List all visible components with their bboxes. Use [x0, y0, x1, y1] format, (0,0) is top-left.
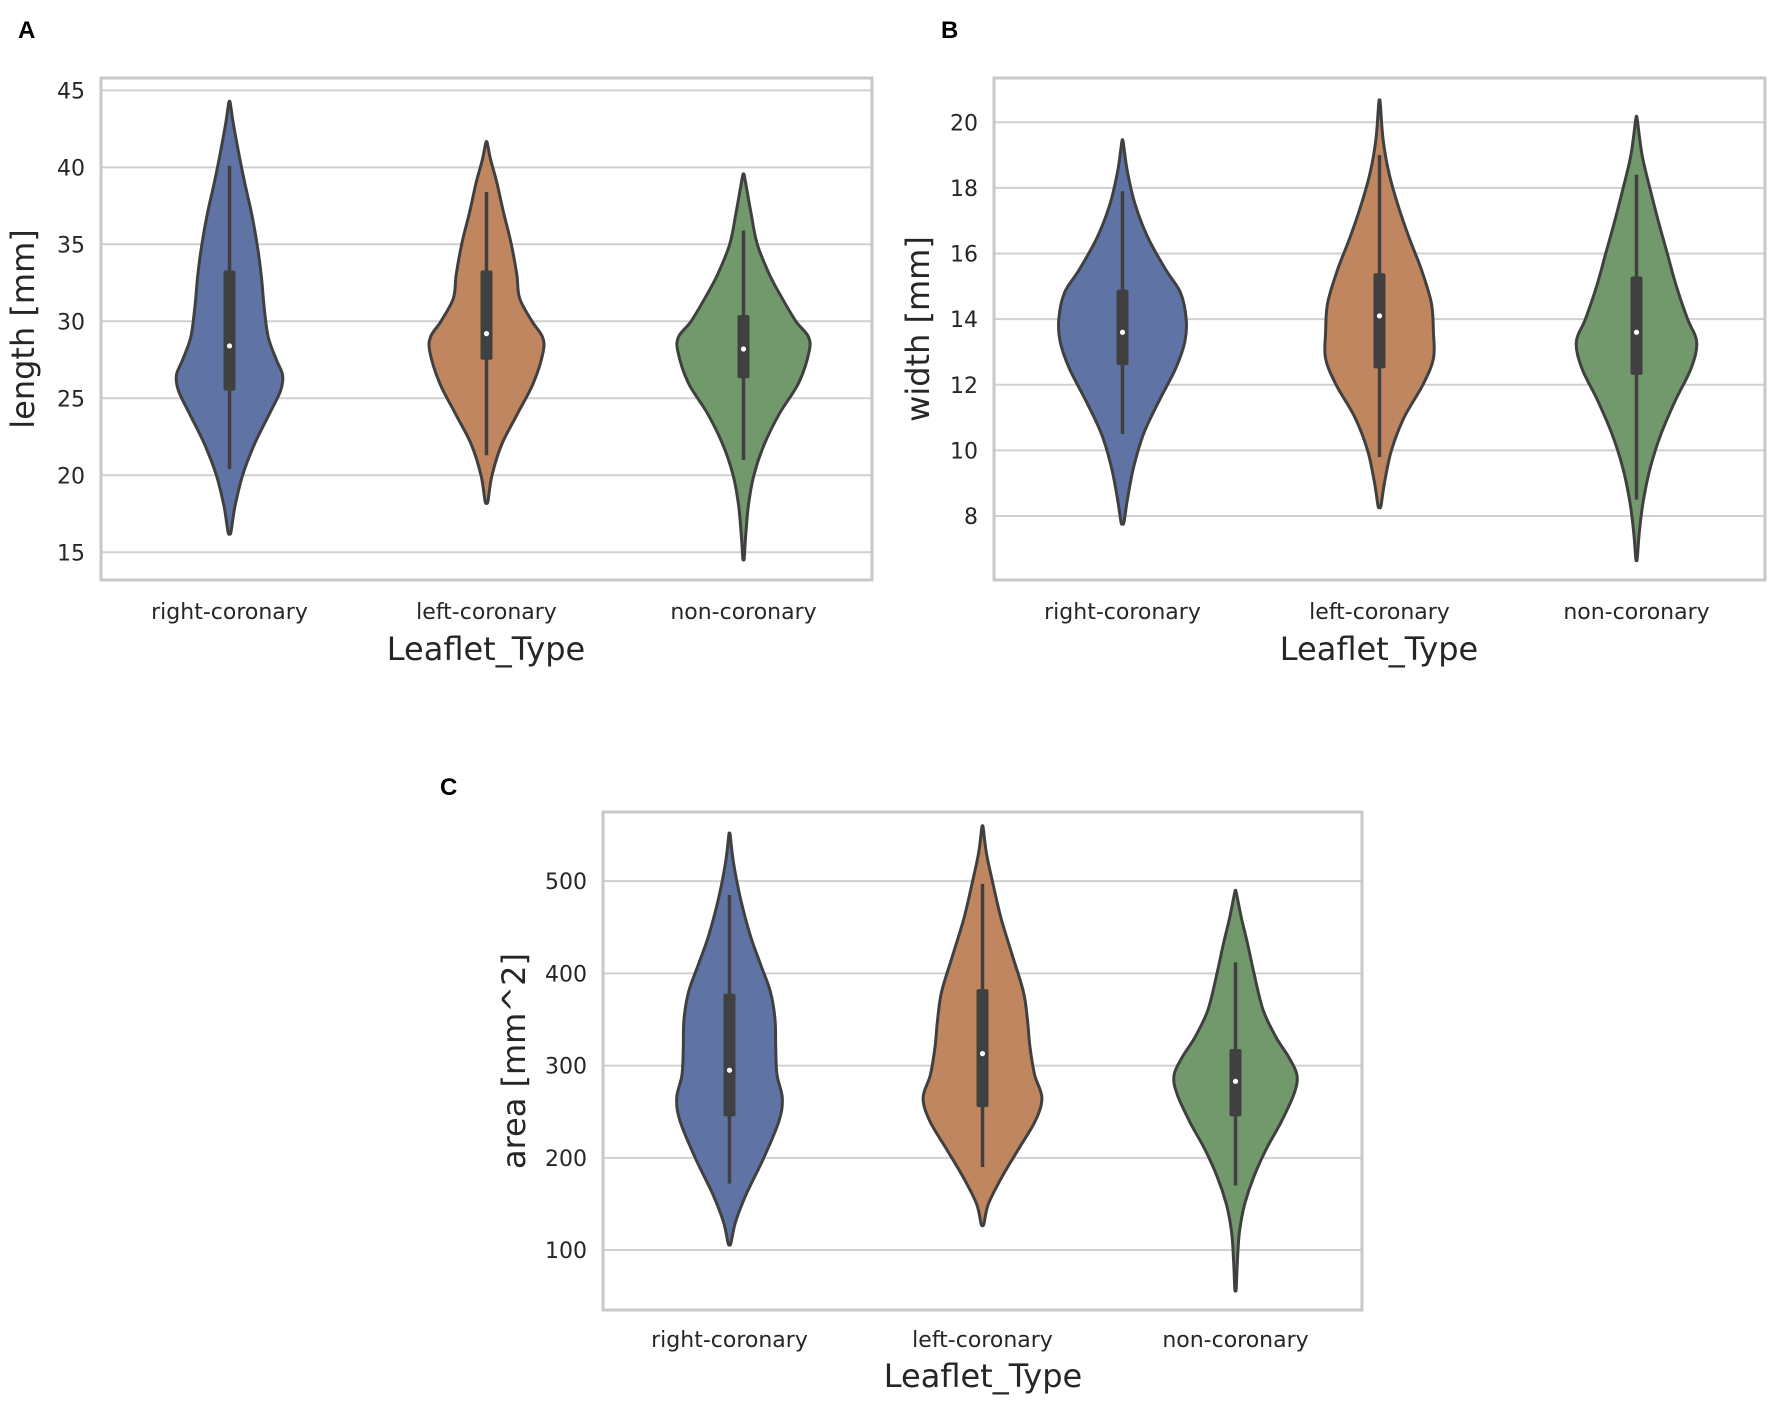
y-axis-label-b: width [mm] — [899, 236, 937, 422]
y-tick-label-a: 25 — [57, 387, 85, 412]
iqr-box-c-left-coronary — [976, 989, 989, 1108]
y-axis-label-a: length [mm] — [4, 229, 42, 428]
median-marker-c-non-coronary — [1232, 1078, 1239, 1084]
x-axis-label-b: Leaflet_Type — [1280, 630, 1478, 668]
panel-letter-b: B — [941, 17, 958, 44]
y-tick-label-b: 8 — [964, 505, 978, 530]
panel-letter-a: A — [18, 17, 35, 44]
median-marker-a-non-coronary — [740, 346, 747, 352]
median-marker-a-right-coronary — [226, 343, 233, 349]
x-tick-label-a-non-coronary: non-coronary — [670, 600, 816, 625]
y-tick-label-b: 10 — [950, 439, 978, 464]
x-tick-label-c-non-coronary: non-coronary — [1162, 1328, 1308, 1353]
iqr-box-b-non-coronary — [1630, 276, 1643, 375]
iqr-box-c-right-coronary — [723, 993, 736, 1117]
y-tick-label-b: 12 — [950, 374, 978, 399]
median-marker-c-right-coronary — [726, 1067, 733, 1073]
panel-letter-c: C — [440, 774, 457, 801]
y-tick-label-a: 40 — [57, 156, 85, 181]
x-tick-label-a-left-coronary: left-coronary — [416, 600, 557, 625]
x-tick-label-c-right-coronary: right-coronary — [651, 1328, 808, 1353]
iqr-box-b-left-coronary — [1373, 273, 1386, 369]
plot-frame-b — [992, 76, 1767, 582]
panel-a: A 15 20 25 30 35 40 45 right-coronary left-coro… — [4, 17, 874, 668]
median-marker-b-left-coronary — [1376, 313, 1383, 319]
median-marker-b-right-coronary — [1119, 329, 1126, 335]
x-tick-label-b-left-coronary: left-coronary — [1309, 600, 1450, 625]
iqr-box-a-left-coronary — [480, 270, 493, 360]
x-tick-label-a-right-coronary: right-coronary — [151, 600, 308, 625]
y-tick-label-a: 35 — [57, 233, 85, 258]
panel-b: B 8 10 12 14 16 18 20 right-coronary left-coron… — [899, 17, 1767, 668]
x-tick-label-b-right-coronary: right-coronary — [1044, 600, 1201, 625]
y-axis-label-c: area [mm^2] — [495, 953, 533, 1169]
y-tick-label-c: 400 — [545, 962, 587, 987]
y-tick-label-b: 16 — [950, 243, 978, 268]
y-tick-label-b: 20 — [950, 111, 978, 136]
median-marker-a-left-coronary — [483, 331, 490, 337]
x-axis-label-c: Leaflet_Type — [884, 1357, 1082, 1395]
x-axis-label-a: Leaflet_Type — [387, 630, 585, 668]
y-tick-label-a: 15 — [57, 541, 85, 566]
x-tick-label-c-left-coronary: left-coronary — [912, 1328, 1053, 1353]
y-tick-label-c: 300 — [545, 1055, 587, 1080]
y-tick-label-c: 100 — [545, 1239, 587, 1264]
plot-frame-c — [601, 810, 1364, 1312]
y-tick-label-b: 14 — [950, 308, 978, 333]
x-tick-label-b-non-coronary: non-coronary — [1563, 600, 1709, 625]
iqr-box-b-right-coronary — [1116, 289, 1129, 366]
median-marker-c-left-coronary — [979, 1051, 986, 1057]
y-tick-label-c: 200 — [545, 1147, 587, 1172]
plot-frame-a — [99, 76, 874, 582]
y-tick-label-b: 18 — [950, 177, 978, 202]
y-tick-label-a: 45 — [57, 79, 85, 104]
y-tick-label-c: 500 — [545, 870, 587, 895]
panel-c: C 100 200 300 400 500 right-coronary left-cor… — [440, 774, 1364, 1395]
iqr-box-a-right-coronary — [223, 270, 236, 391]
y-tick-label-a: 30 — [57, 310, 85, 335]
median-marker-b-non-coronary — [1633, 329, 1640, 335]
y-tick-label-a: 20 — [57, 464, 85, 489]
